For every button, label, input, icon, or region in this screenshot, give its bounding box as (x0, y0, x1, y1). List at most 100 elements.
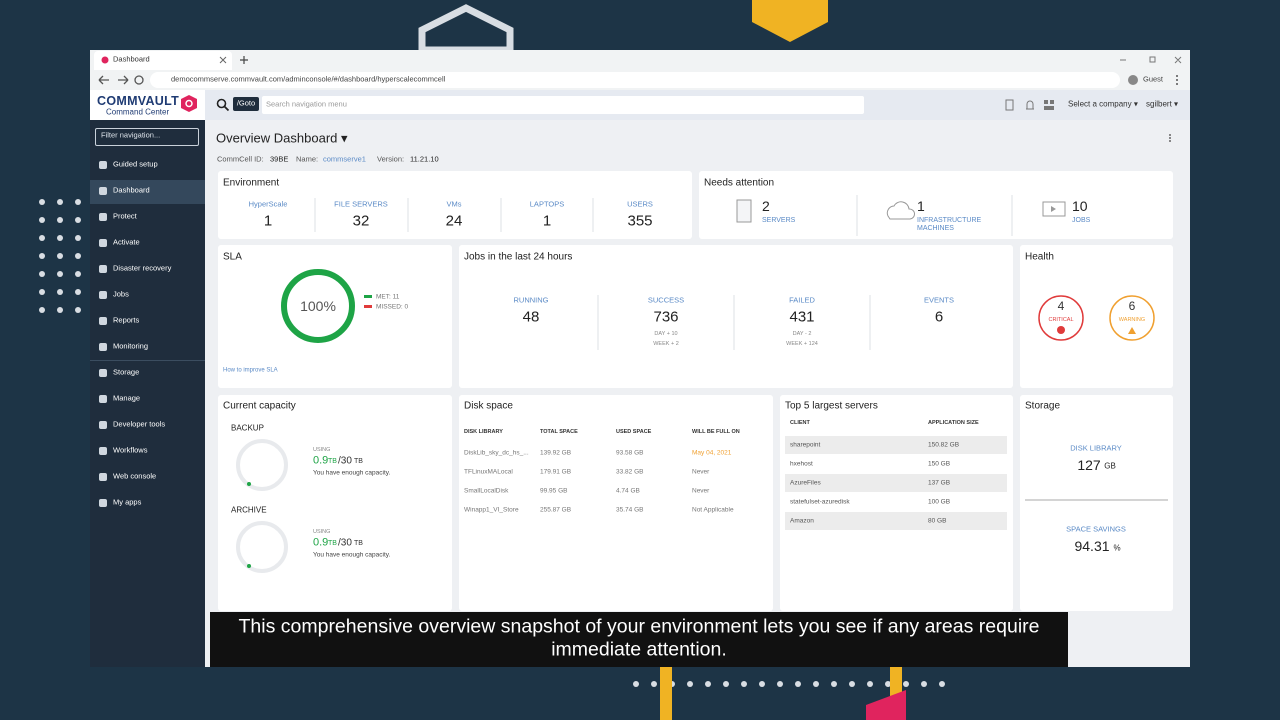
attention-value[interactable]: 1 (917, 197, 925, 214)
nav-item[interactable]: Web console (113, 471, 157, 481)
sidebar (90, 120, 205, 667)
jobs-label[interactable]: EVENTS (923, 295, 955, 305)
table-cell: Winapp1_VI_Store (464, 506, 519, 514)
jobs-label[interactable]: FAILED (789, 295, 815, 305)
nav-item[interactable]: Guided setup (113, 159, 158, 169)
nav-icon (99, 369, 107, 377)
storage-value: 94.31 (1074, 537, 1110, 554)
table-cell: TFLinuxMALocal (464, 468, 513, 476)
metric-label[interactable]: HyperScale (248, 199, 288, 209)
card-title: Top 5 largest servers (785, 400, 878, 412)
card-title: Storage (1025, 400, 1061, 412)
nav-item[interactable]: Reports (113, 315, 140, 325)
table-cell: 35.74 GB (616, 506, 644, 514)
nav-item[interactable]: Protect (113, 211, 137, 221)
commcell-info: 39BE (270, 154, 289, 164)
address-bar[interactable] (150, 72, 1120, 88)
search-input[interactable] (262, 96, 864, 114)
jobs-value[interactable]: 6 (934, 308, 944, 326)
jobs-value[interactable]: 736 (653, 308, 679, 326)
capacity-using: USING (313, 446, 331, 453)
capacity-unit: TB (354, 539, 363, 547)
metric-label[interactable]: LAPTOPS (529, 199, 565, 209)
filter-placeholder[interactable]: Filter navigation... (101, 130, 161, 140)
card-title: Health (1025, 251, 1054, 263)
nav-icon (99, 213, 107, 221)
attention-value[interactable]: 2 (762, 197, 770, 214)
nav-icon (99, 161, 107, 169)
table-cell: Not Applicable (692, 506, 734, 514)
metric-value[interactable]: 355 (627, 212, 653, 230)
attention-label[interactable]: JOBS (1072, 217, 1091, 224)
goto-text[interactable]: /Goto (236, 98, 256, 108)
critical-label: CRITICAL (1048, 316, 1074, 323)
metric-label[interactable]: VMs (446, 199, 462, 209)
commcell-info: Version: (377, 154, 405, 164)
nav-icon (99, 473, 107, 481)
commcell-info: commserve1 (323, 154, 366, 164)
storage-label[interactable]: SPACE SAVINGS (1066, 524, 1126, 534)
attention-value[interactable]: 10 (1072, 197, 1088, 214)
caption: This comprehensive overview snapshot of … (238, 615, 1040, 661)
sla-link[interactable]: How to improve SLA (223, 367, 278, 374)
metric-value[interactable]: 32 (352, 212, 370, 230)
nav-item[interactable]: Storage (113, 367, 140, 377)
table-cell: 150.82 GB (928, 441, 960, 449)
card-title: Environment (223, 177, 280, 189)
storage-card (1020, 395, 1173, 611)
nav-item[interactable]: Manage (113, 393, 141, 403)
company-select[interactable]: Select a company ▾ (1068, 99, 1138, 109)
table-cell: Never (692, 468, 710, 476)
metric-label[interactable]: USERS (627, 199, 653, 209)
warning-count[interactable]: 6 (1128, 299, 1136, 314)
nav-item[interactable]: Workflows (113, 445, 148, 455)
capacity-unit: TB (328, 457, 337, 465)
metric-value[interactable]: 24 (445, 212, 463, 230)
metric-value[interactable]: 1 (263, 212, 273, 230)
nav-item[interactable]: Disaster recovery (113, 263, 172, 273)
filter-input[interactable] (95, 128, 199, 146)
nav-icon (99, 317, 107, 325)
jobs-label[interactable]: RUNNING (513, 295, 549, 305)
nav-item[interactable]: Jobs (113, 289, 129, 299)
jobs-value[interactable]: 48 (522, 308, 540, 326)
table-cell: 137 GB (928, 479, 951, 487)
browser-tab[interactable] (94, 51, 232, 70)
caption-box (210, 612, 1068, 667)
nav-item[interactable]: My apps (113, 497, 142, 507)
goto-button[interactable] (233, 97, 259, 111)
table-cell: hxehost (790, 460, 813, 468)
jobs-label[interactable]: SUCCESS (647, 295, 685, 305)
attention-label[interactable]: INFRASTRUCTURE MACHINES (917, 217, 982, 233)
nav-icon (99, 421, 107, 429)
storage-unit: GB (1104, 461, 1116, 471)
critical-count[interactable]: 4 (1057, 299, 1065, 314)
capacity-group: ARCHIVE (231, 505, 267, 515)
profile[interactable]: Guest (1143, 74, 1164, 84)
metric-label[interactable]: FILE SERVERS (334, 199, 388, 209)
table-cell: 33.82 GB (616, 468, 644, 476)
search-placeholder[interactable]: Search navigation menu (266, 99, 347, 109)
metric-value[interactable]: 1 (542, 212, 552, 230)
attention-label[interactable]: SERVERS (762, 217, 796, 224)
nav-icon (99, 447, 107, 455)
nav-icon (99, 395, 107, 403)
url[interactable]: democommserve.commvault.com/adminconsole… (171, 74, 446, 84)
nav-item[interactable]: Monitoring (113, 341, 149, 351)
jobs-value[interactable]: 431 (789, 308, 815, 326)
column-header: TOTAL SPACE (540, 428, 578, 435)
tab-title[interactable]: Dashboard (113, 54, 150, 64)
page-title[interactable]: Overview Dashboard ▾ (216, 130, 348, 146)
table-cell: 139.92 GB (540, 449, 572, 457)
table-cell: 80 GB (928, 517, 947, 525)
storage-label[interactable]: DISK LIBRARY (1070, 443, 1122, 453)
nav-item[interactable]: Activate (113, 237, 140, 247)
nav-item[interactable]: Developer tools (113, 419, 166, 429)
capacity-note: You have enough capacity. (313, 551, 391, 559)
column-header: WILL BE FULL ON (692, 428, 740, 435)
nav-item[interactable]: Dashboard (113, 185, 150, 195)
jobs-week: WEEK + 124 (786, 340, 818, 347)
user-menu[interactable]: sgilbert ▾ (1146, 99, 1179, 109)
column-header: USED SPACE (616, 428, 652, 435)
